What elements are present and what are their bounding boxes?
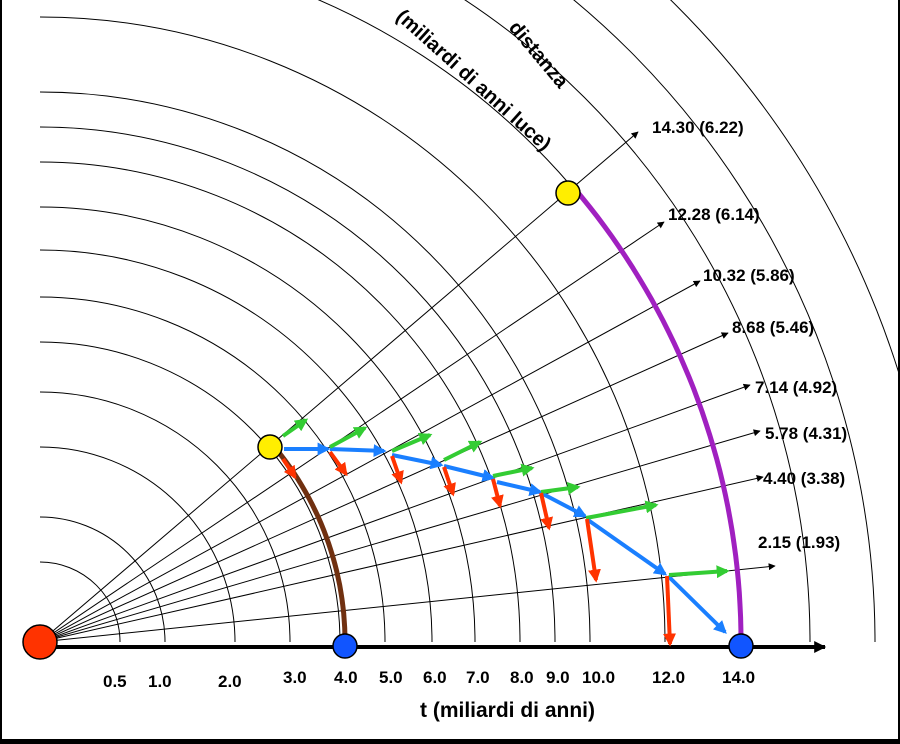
curve-title-line1: distanza	[504, 17, 573, 93]
time-arc	[39, 16, 666, 643]
blue-arrow	[391, 453, 444, 470]
time-arc	[39, 126, 556, 643]
purple-arc	[572, 186, 744, 643]
time-arc	[39, 161, 521, 643]
tick-label: 14.0	[722, 668, 755, 687]
light-ray	[39, 429, 761, 643]
time-arc	[39, 341, 341, 643]
red-arrows	[281, 450, 677, 647]
tick-label: 10.0	[582, 668, 615, 687]
light-ray	[39, 221, 665, 643]
green-arrow	[492, 463, 535, 478]
ray-label: 12.28 (6.14)	[668, 205, 760, 224]
time-arc	[39, 561, 121, 643]
ray-label: 5.78 (4.31)	[765, 424, 847, 443]
time-arc	[39, 446, 236, 643]
tick-label: 3.0	[283, 668, 307, 687]
tick-label: 1.0	[148, 672, 172, 691]
green-arrow	[585, 500, 659, 520]
blue-arrow	[586, 518, 668, 576]
ray-label: 14.30 (6.22)	[652, 118, 744, 137]
red-arrow	[442, 466, 456, 497]
green-arrow	[540, 481, 581, 495]
tick-label: 9.0	[546, 668, 570, 687]
tick-label: 7.0	[466, 668, 490, 687]
tick-label: 4.0	[334, 668, 358, 687]
blue-arrow	[542, 492, 588, 518]
time-arc	[39, 206, 476, 643]
tick-label: 6.0	[423, 668, 447, 687]
light-ray	[39, 383, 751, 643]
green-arrows	[281, 418, 730, 579]
axis-title: t (miliardi di anni)	[420, 699, 595, 722]
green-arrow	[668, 565, 730, 579]
time-arc	[573, 0, 876, 643]
blue-arrow	[666, 574, 727, 634]
red-arrow	[390, 455, 404, 485]
tick-labels: 0.5 1.0 2.0 3.0 4.0 5.0 6.0 7.0 8.0 9.0 …	[103, 668, 755, 691]
light-rays	[39, 131, 776, 643]
red-arrow	[328, 450, 348, 477]
time-arc	[39, 91, 591, 643]
time-arc	[669, 0, 900, 379]
light-ray	[39, 332, 729, 643]
time-arc	[317, 0, 741, 643]
light-ray	[39, 280, 701, 643]
ray-label: 10.32 (5.86)	[703, 266, 795, 285]
ray-label: 2.15 (1.93)	[758, 533, 840, 552]
blue-marker-end	[728, 633, 754, 659]
tick-label: 12.0	[652, 668, 685, 687]
time-arc	[39, 516, 166, 643]
origin-dot	[22, 624, 58, 660]
red-arrow	[663, 575, 677, 647]
ray-label: 8.68 (5.46)	[732, 318, 814, 337]
tick-label: 8.0	[510, 668, 534, 687]
time-arc	[39, 391, 291, 643]
ray-label: 4.40 (3.38)	[763, 469, 845, 488]
tick-label: 5.0	[379, 668, 403, 687]
yellow-marker-emission	[257, 434, 283, 460]
tick-label: 2.0	[218, 672, 242, 691]
red-arrow	[491, 478, 504, 509]
light-ray	[39, 474, 764, 643]
red-arrow	[281, 457, 297, 480]
blue-arrows	[284, 442, 727, 634]
light-ray	[39, 563, 776, 643]
blue-arrow	[329, 444, 387, 458]
green-arrow	[391, 433, 433, 453]
time-arc	[464, 0, 811, 643]
green-arrow	[281, 418, 309, 438]
blue-arrow	[443, 464, 496, 482]
time-arc	[39, 296, 386, 643]
light-ray	[39, 131, 639, 643]
red-arrow	[539, 492, 554, 531]
blue-arrow	[496, 480, 543, 496]
green-arrow	[443, 440, 483, 462]
time-arc	[39, 249, 433, 643]
tick-label: 0.5	[103, 672, 127, 691]
yellow-marker-now	[555, 180, 581, 206]
ray-label: 7.14 (4.92)	[755, 378, 837, 397]
blue-marker-start	[332, 633, 358, 659]
ray-labels: 14.30 (6.22) 12.28 (6.14) 10.32 (5.86) 8…	[652, 118, 847, 552]
red-arrow	[585, 518, 601, 583]
green-arrow	[329, 426, 368, 449]
brown-arc	[270, 443, 348, 643]
